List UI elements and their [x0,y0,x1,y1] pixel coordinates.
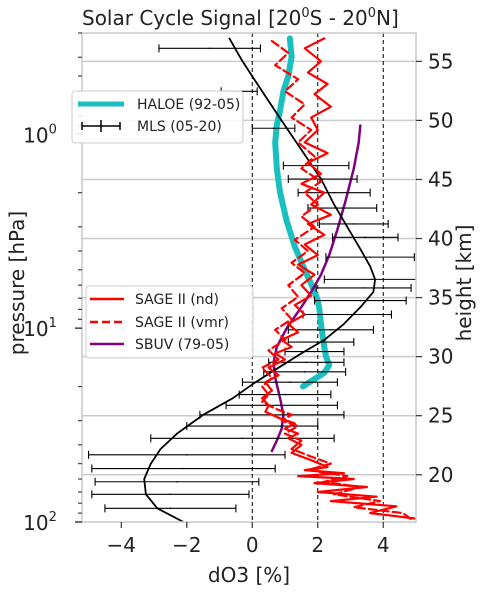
mls-errorbar-8 [331,233,399,242]
mls-errorbar-29 [104,504,237,513]
mls-point-13 [346,313,349,316]
mls-point-24 [241,437,244,440]
mls-point-26 [182,467,185,470]
plot-area [81,32,417,523]
mls-errorbar-20 [238,390,332,399]
reference-vlines [251,33,384,522]
mls-errorbar-11 [315,283,412,292]
mls-point-4 [321,178,324,180]
plot-frame [81,32,417,523]
x-tick-label-2: 2 [311,533,324,557]
series-layer [87,35,416,522]
mls-errorbar-12 [313,296,407,305]
mls-errorbar-24 [150,434,335,443]
mls-point-3 [315,164,317,167]
mls-point-9 [369,256,371,258]
legend-bottom-frame [85,285,254,359]
x-tick-label--2: −2 [172,533,201,557]
height-tick-label-20: 20 [428,463,453,487]
mls-errorbar-14 [287,325,374,334]
mls-errorbar-26 [91,464,276,473]
mls-errorbar-18 [263,367,347,376]
mls-errorbar-0 [158,44,262,53]
mls-errorbar-4 [287,175,358,184]
mls-point-23 [251,425,254,427]
mls-point-0 [208,47,211,50]
title-part-c: S - 20 [310,6,368,30]
legend-bottom: SAGE II (nd) SAGE II (vmr) SBUV (79-05) [85,285,254,359]
x-tick-label--4: −4 [107,533,136,557]
chart-title: Solar Cycle Signal [200S - 200N] [82,6,399,30]
mls-errorbar-19 [241,378,338,387]
mls-errorbar-7 [318,219,389,228]
legend-top: HALOE (92-05) MLS (05-20) [71,90,244,144]
legend-mls-swatch [81,120,121,132]
mls-errorbar-13 [302,310,392,319]
series-line-mls-05-20 [143,37,376,522]
mls-errorbar-28 [91,490,250,499]
height-tick-label-45: 45 [428,167,453,191]
mls-errorbar-27 [94,477,260,486]
mls-point-21 [280,404,283,407]
title-part-d: 0 [368,6,376,21]
mls-point-18 [303,371,306,373]
mls-point-19 [289,381,291,384]
y-tick-label-1: 100 [23,122,57,147]
mls-point-12 [359,299,362,302]
height-tick-label-30: 30 [428,345,453,369]
title-part-e: N] [376,6,399,30]
y-axis-height: 20 25 30 35 40 45 50 55 [416,49,453,487]
mls-errorbar-21 [225,401,338,410]
mls-point-15 [320,341,322,343]
legend-mls-label: MLS (05-20) [137,119,222,135]
mls-point-20 [284,393,286,396]
y-tick-label-10: 101 [23,316,57,341]
mls-point-5 [333,191,335,194]
mls-errorbar-3 [282,161,350,170]
mls-errorbar-9 [325,253,415,262]
title-part-b: 0 [301,6,309,21]
series-line-sage-ii-vmr [261,39,414,522]
height-tick-label-25: 25 [428,404,453,428]
mls-point-29 [169,507,172,510]
mls-point-8 [364,236,367,239]
y2-axis-label: height [km] [452,225,476,342]
y-tick-label-100: 102 [23,510,57,535]
mls-errorbar-16 [284,347,345,356]
legend-haloe-label: HALOE (92-05) [137,97,240,113]
mls-point-14 [330,329,332,331]
legend-sage-vmr-label: SAGE II (vmr) [135,315,229,331]
mls-point-27 [176,480,178,483]
title-part-a: Solar Cycle Signal [20 [82,6,301,30]
mls-point-7 [352,223,355,225]
mls-point-10 [370,278,373,281]
legend-sage-nd-label: SAGE II (nd) [135,292,219,308]
height-tick-label-35: 35 [428,286,453,310]
x-axis-label: dO3 [%] [208,563,290,587]
mls-errorbar-5 [297,188,371,197]
mls-point-11 [362,287,365,289]
mls-point-6 [341,207,344,209]
x-tick-label-0: 0 [246,533,259,557]
mls-point-17 [305,361,308,364]
mls-point-25 [185,453,188,456]
y-axis-label: pressure [hPa] [5,211,29,355]
mls-point-2 [272,127,275,130]
mls-point-28 [169,493,172,496]
height-tick-label-55: 55 [428,49,453,73]
mls-errorbar-25 [87,450,286,459]
series-line-sage-ii-nd [261,37,416,520]
legend-sbuv-label: SBUV (79-05) [135,337,229,353]
x-tick-label-4: 4 [377,533,390,557]
mls-point-16 [313,350,316,353]
mls-errorbar-10 [323,275,416,284]
height-tick-label-50: 50 [428,108,453,132]
mls-errorbar-2 [251,124,296,133]
series-line-sbuv-79-05 [270,124,362,453]
x-axis: −4 −2 0 2 4 [107,522,390,557]
height-tick-label-40: 40 [428,227,453,251]
